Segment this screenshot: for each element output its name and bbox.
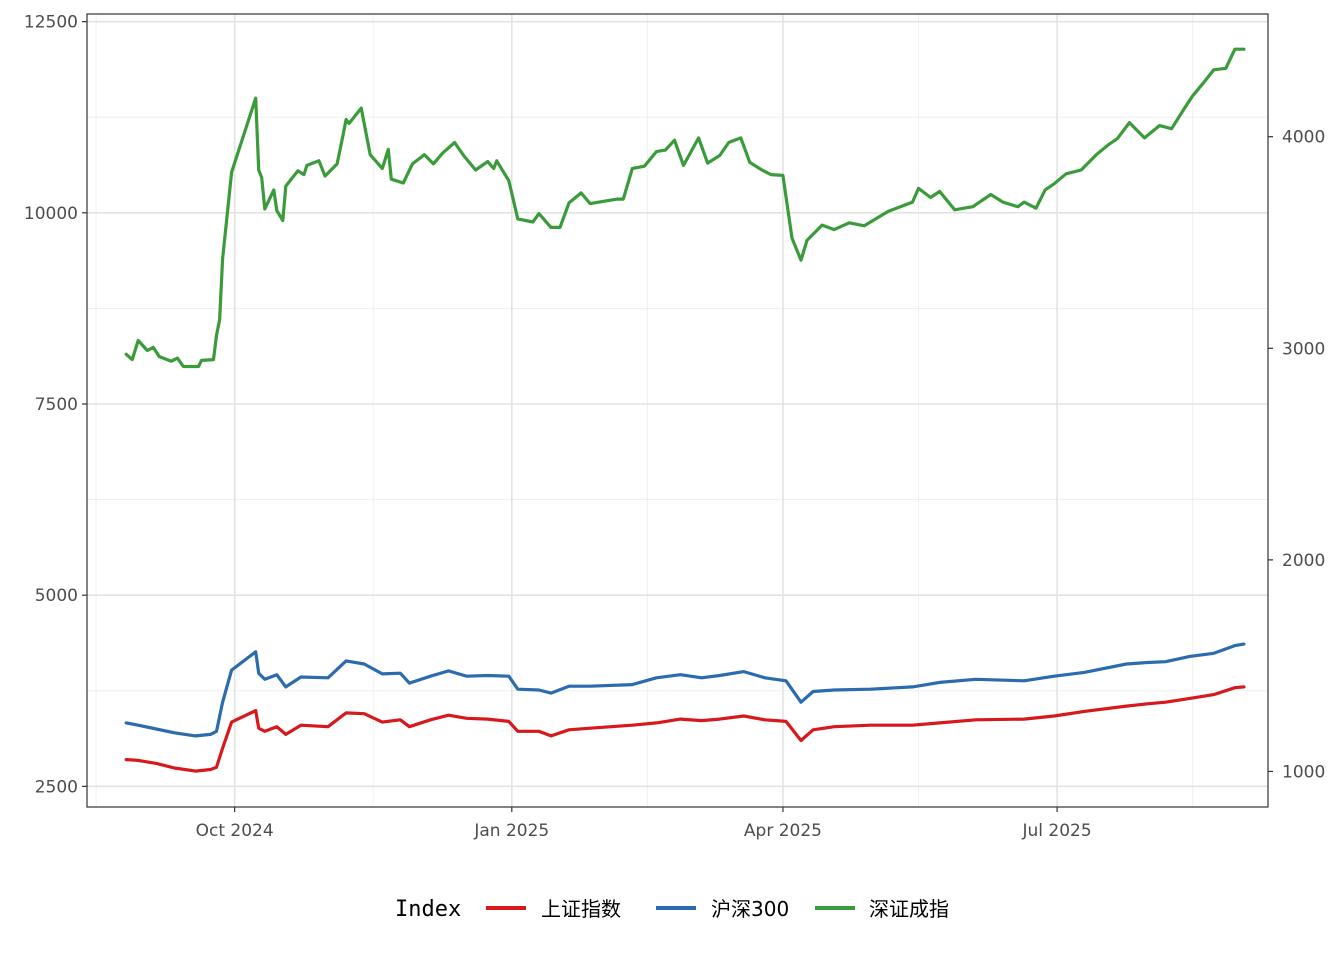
legend-label-shanghai: 上证指数: [541, 897, 621, 921]
x-tick-label: Oct 2024: [196, 821, 274, 841]
series-line-0: [124, 685, 1246, 773]
left-y-axis: 2500 5000 7500 10000 12500: [24, 13, 87, 797]
legend-entry-csi300: 沪深300: [656, 897, 789, 921]
legend-label-shenzhen: 深证成指: [869, 897, 949, 921]
legend: Index 上证指数 沪深300 深证成指: [395, 897, 949, 922]
y-right-tick-label: 4000: [1282, 128, 1325, 148]
plot-panel-border: [86, 13, 1269, 808]
y-right-tick-label: 2000: [1282, 551, 1325, 571]
legend-label-csi300: 沪深300: [711, 897, 789, 921]
y-right-tick-label: 3000: [1282, 339, 1325, 359]
series-line-1: [124, 642, 1246, 738]
right-y-axis: 1000 2000 3000 4000: [1268, 128, 1325, 782]
legend-entry-shanghai: 上证指数: [486, 897, 621, 921]
series-lines: [124, 47, 1246, 773]
minor-gridlines: [87, 14, 1268, 807]
y-left-tick-label: 10000: [24, 204, 78, 224]
legend-entry-shenzhen: 深证成指: [815, 897, 949, 921]
x-tick-label: Jul 2025: [1022, 821, 1092, 841]
series-line-2: [124, 47, 1246, 369]
y-left-tick-label: 12500: [24, 13, 78, 33]
y-left-tick-label: 7500: [35, 395, 78, 415]
x-tick-label: Apr 2025: [744, 821, 822, 841]
x-tick-label: Jan 2025: [473, 821, 549, 841]
legend-title: Index: [395, 897, 461, 922]
major-gridlines: [87, 14, 1268, 807]
y-left-tick-label: 5000: [35, 586, 78, 606]
x-axis: Oct 2024 Jan 2025 Apr 2025 Jul 2025: [196, 807, 1092, 841]
y-right-tick-label: 1000: [1282, 762, 1325, 782]
y-left-tick-label: 2500: [35, 777, 78, 797]
